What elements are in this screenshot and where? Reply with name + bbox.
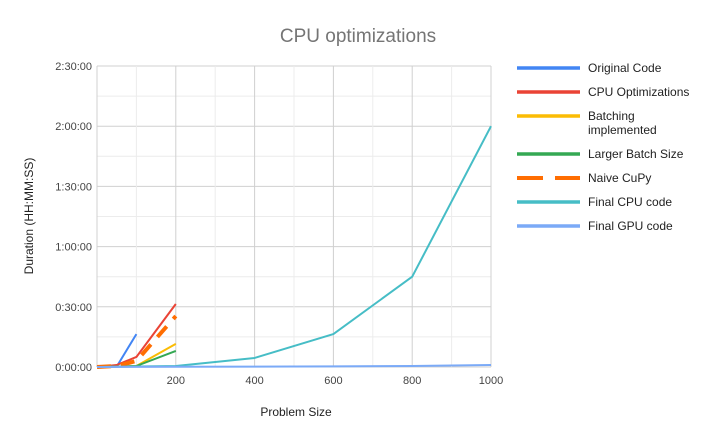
legend-label: Final GPU code [588, 219, 673, 233]
legend-label: Final CPU code [588, 195, 672, 209]
y-tick-label: 1:30:00 [55, 181, 92, 193]
chart-title: CPU optimizations [280, 26, 436, 47]
legend-label-line: Larger Batch Size [588, 147, 684, 161]
x-tick-label: 1000 [479, 375, 503, 387]
y-tick-label: 0:00:00 [55, 362, 92, 374]
legend-label-line: Original Code [588, 61, 662, 75]
x-tick-label: 800 [403, 375, 421, 387]
x-axis-label: Problem Size [260, 405, 332, 419]
x-tick-label: 600 [324, 375, 342, 387]
legend-label: Larger Batch Size [588, 147, 684, 161]
series-line-final-gpu-code [96, 363, 492, 368]
legend-label: CPU Optimizations [588, 85, 689, 99]
x-tick-label: 200 [167, 375, 185, 387]
legend-label-line: Naive CuPy [588, 171, 651, 185]
y-tick-label: 0:30:00 [55, 302, 92, 314]
legend-label-line: Final GPU code [588, 219, 673, 233]
x-tick-label: 400 [245, 375, 263, 387]
legend-label: Batching implemented [588, 109, 657, 137]
legend-label: Original Code [588, 61, 662, 75]
legend-label-line: Batching [588, 109, 635, 123]
legend-label-line: implemented [588, 123, 657, 137]
legend-label: Naive CuPy [588, 171, 651, 185]
legend-label-line: CPU Optimizations [588, 85, 689, 99]
y-axis-label: Duration (HH:MM:SS) [22, 158, 36, 275]
y-tick-label: 2:30:00 [55, 61, 92, 73]
y-tick-label: 1:00:00 [55, 242, 92, 254]
legend: Original Code CPU Optimizations Batching im… [517, 61, 689, 233]
legend-label-line: Final CPU code [588, 195, 672, 209]
y-tick-label: 2:00:00 [55, 121, 92, 133]
